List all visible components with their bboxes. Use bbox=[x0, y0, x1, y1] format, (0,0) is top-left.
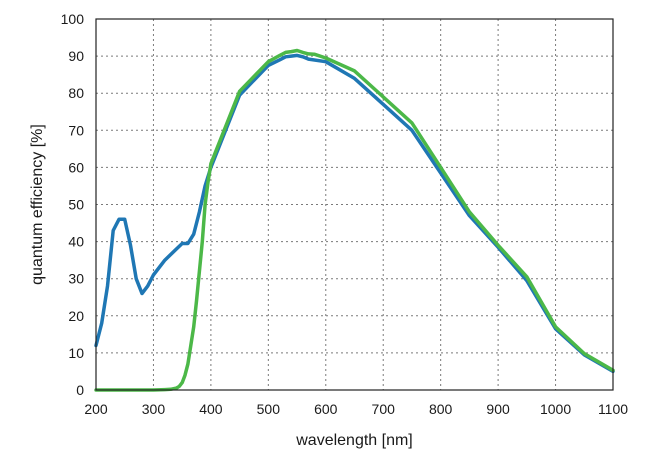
y-tick-label-80: 80 bbox=[68, 85, 84, 101]
series-line-blue bbox=[94, 53, 615, 374]
x-tick-label-800: 800 bbox=[429, 401, 453, 417]
y-tick-label-60: 60 bbox=[68, 159, 84, 175]
y-tick-label-100: 100 bbox=[61, 11, 85, 27]
y-tick-label-50: 50 bbox=[68, 197, 84, 213]
y-tick-label-10: 10 bbox=[68, 345, 84, 361]
x-tick-label-300: 300 bbox=[142, 401, 166, 417]
tick-labels: 200 300 400 500 600 700 800 900 1000 1100 0 10 20 30 4… bbox=[61, 11, 629, 417]
plot-frame bbox=[95, 18, 614, 391]
y-tick-label-40: 40 bbox=[68, 234, 84, 250]
x-tick-label-400: 400 bbox=[199, 401, 223, 417]
series-layer bbox=[94, 48, 615, 392]
x-tick-label-200: 200 bbox=[84, 401, 108, 417]
x-tick-label-1100: 1100 bbox=[598, 401, 628, 417]
x-axis-title: wavelength [nm] bbox=[295, 432, 413, 449]
y-axis-title: quantum efficiency [%] bbox=[29, 124, 46, 285]
y-tick-label-90: 90 bbox=[68, 48, 84, 64]
x-tick-label-900: 900 bbox=[486, 401, 510, 417]
y-tick-label-30: 30 bbox=[68, 271, 84, 287]
grid-lines bbox=[96, 19, 613, 390]
y-tick-label-70: 70 bbox=[68, 122, 84, 138]
x-tick-label-1000: 1000 bbox=[540, 401, 571, 417]
y-tick-label-0: 0 bbox=[76, 382, 84, 398]
x-tick-label-500: 500 bbox=[257, 401, 281, 417]
y-tick-label-20: 20 bbox=[68, 308, 84, 324]
series-line-green bbox=[94, 48, 615, 392]
x-tick-label-700: 700 bbox=[372, 401, 396, 417]
x-tick-label-600: 600 bbox=[314, 401, 338, 417]
